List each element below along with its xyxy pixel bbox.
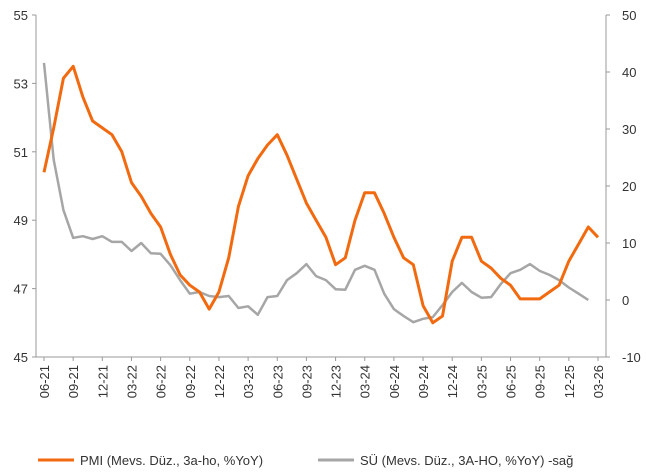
y-tick-label: 55: [14, 8, 28, 23]
y-tick-label: 53: [14, 76, 28, 91]
x-tick-label: 03-22: [124, 365, 139, 398]
x-tick-label: 06-25: [504, 365, 519, 398]
x-tick-label: 06-21: [37, 365, 52, 398]
x-tick-label: 06-23: [270, 365, 285, 398]
x-tick-label: 09-21: [66, 365, 81, 398]
y2-tick-label: 40: [622, 65, 636, 80]
y-tick-label: 47: [14, 282, 28, 297]
y2-tick-label: 10: [622, 236, 636, 251]
x-tick-label: 03-25: [474, 365, 489, 398]
x-tick-label: 09-22: [183, 365, 198, 398]
x-tick-label: 09-23: [299, 365, 314, 398]
x-tick-label: 03-24: [358, 365, 373, 398]
x-tick-label: 03-23: [241, 365, 256, 398]
y2-tick-label: 30: [622, 122, 636, 137]
y2-tick-label: 0: [622, 293, 629, 308]
x-tick-label: 03-26: [591, 365, 606, 398]
x-tick-label: 12-21: [95, 365, 110, 398]
x-tick-label: 12-22: [212, 365, 227, 398]
series-line: [42, 64, 600, 325]
x-tick-label: 06-22: [154, 365, 169, 398]
y-tick-label: 51: [14, 145, 28, 160]
y-tick-label: 45: [14, 350, 28, 365]
y2-tick-label: 20: [622, 179, 636, 194]
x-tick-label: 12-23: [329, 365, 344, 398]
x-tick-label: 12-25: [562, 365, 577, 398]
y2-tick-label: 50: [622, 8, 636, 23]
series-line: [42, 62, 589, 324]
y2-tick-label: -10: [622, 350, 641, 365]
y-tick-label: 49: [14, 213, 28, 228]
x-tick-label: 09-24: [416, 365, 431, 398]
legend-label: PMI (Mevs. Düz., 3a-ho, %YoY): [80, 453, 263, 468]
x-tick-label: 12-24: [445, 365, 460, 398]
x-tick-label: 06-24: [387, 365, 402, 398]
legend-label: SÜ (Mevs. Düz., 3A-HO, %YoY) -sağ: [360, 453, 573, 468]
x-tick-label: 09-25: [533, 365, 548, 398]
